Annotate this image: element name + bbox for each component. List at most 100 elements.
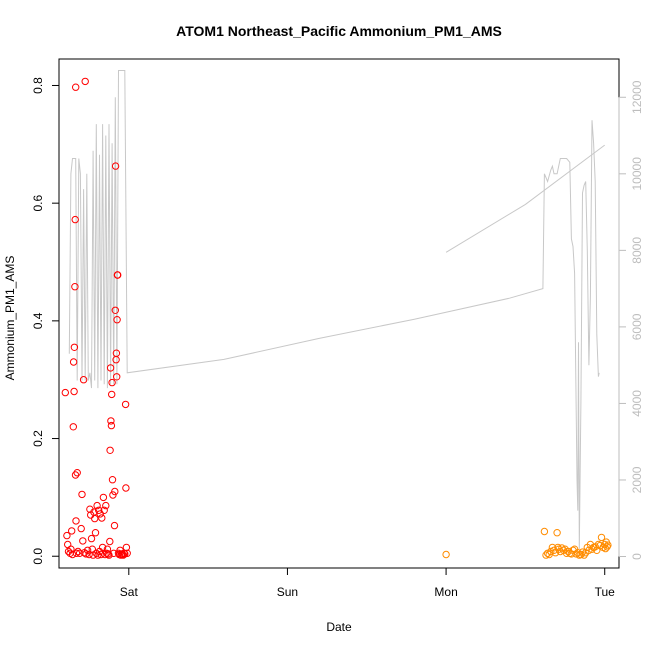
right-axis-tick-label: 8000	[630, 237, 644, 264]
data-point-series-1	[88, 545, 97, 553]
right-axis-tick-label: 2000	[630, 466, 644, 493]
data-point-series-1	[81, 77, 89, 86]
data-point-series-1	[102, 501, 110, 510]
data-point-series-1	[107, 421, 116, 430]
data-point-series-1	[97, 550, 105, 559]
data-point-series-1	[123, 549, 131, 557]
data-point-series-1	[70, 387, 78, 396]
data-point-series-2	[547, 547, 555, 556]
data-point-series-1	[122, 484, 130, 492]
data-point-series-1	[68, 527, 76, 535]
data-point-series-1	[122, 543, 131, 552]
secondary-line-1	[68, 70, 600, 549]
y-axis-label: Ammonium_PM1_AMS	[3, 256, 17, 381]
data-point-series-1	[113, 316, 121, 324]
data-point-series-1	[61, 388, 70, 397]
left-axis-tick-label: 0.0	[31, 548, 45, 565]
data-point-series-1	[68, 550, 77, 559]
data-point-series-1	[110, 521, 119, 530]
data-point-series-1	[95, 506, 103, 514]
data-point-series-1	[113, 373, 121, 381]
x-axis-label: Date	[326, 620, 352, 634]
data-point-series-1	[106, 446, 114, 454]
left-axis-tick-label: 0.2	[31, 430, 45, 447]
data-point-series-1	[78, 490, 86, 499]
data-point-series-1	[71, 283, 79, 291]
data-point-series-1	[71, 215, 79, 224]
data-point-series-1	[91, 529, 100, 537]
data-point-series-1	[111, 487, 119, 496]
secondary-line-group	[68, 70, 605, 549]
data-point-series-1	[83, 546, 92, 554]
data-point-series-1	[99, 493, 108, 502]
data-point-series-1	[109, 491, 117, 499]
data-point-series-1	[72, 517, 80, 525]
data-point-series-1	[110, 549, 118, 557]
data-point-series-1	[112, 349, 121, 357]
data-point-series-1	[79, 537, 87, 545]
plot-area-frame	[58, 58, 620, 569]
right-y-axis: 0 2000 4000 6000 8000 10000 12000	[618, 80, 644, 560]
left-axis-tick-label: 0.8	[31, 77, 45, 94]
data-point-series-1	[94, 551, 102, 559]
data-point-series-1	[70, 343, 79, 351]
data-point-series-1	[69, 358, 78, 366]
data-point-series-1	[85, 550, 93, 559]
data-point-series-1	[111, 162, 120, 170]
data-point-series-1	[121, 400, 130, 409]
data-point-series-1	[108, 476, 117, 484]
data-point-series-2	[562, 549, 571, 557]
data-point-series-1	[108, 378, 116, 387]
data-point-series-1	[106, 364, 115, 372]
data-point-series-1	[69, 423, 78, 431]
data-point-series-1	[71, 471, 80, 479]
data-point-series-1	[77, 524, 85, 533]
x-axis-tick-label: Mon	[434, 585, 457, 599]
data-point-series-1	[107, 417, 115, 425]
data-point-series-1	[106, 537, 114, 546]
secondary-line-2	[445, 144, 605, 253]
x-axis-tick-label: Sat	[120, 585, 139, 599]
data-point-series-1	[64, 540, 72, 549]
right-axis-tick-label: 12000	[630, 80, 644, 114]
data-point-series-1	[100, 506, 108, 514]
data-point-series-1	[73, 469, 81, 477]
data-point-series-1	[111, 306, 120, 314]
data-point-series-1	[67, 545, 75, 553]
left-y-axis: 0.0 0.2 0.4 0.6 0.8	[31, 77, 60, 565]
left-axis-tick-label: 0.6	[31, 195, 45, 212]
data-point-series-1	[98, 543, 107, 552]
data-point-series-2	[553, 529, 561, 537]
data-point-series-1	[93, 501, 101, 510]
data-point-series-1	[104, 550, 112, 558]
right-axis-tick-label: 0	[630, 553, 644, 560]
data-point-series-2	[604, 541, 612, 549]
data-point-series-1	[105, 551, 113, 559]
data-point-series-1	[114, 271, 122, 279]
data-point-series-1	[82, 550, 90, 558]
right-axis-tick-label: 10000	[630, 157, 644, 191]
data-point-series-2	[597, 533, 606, 542]
x-axis: Sat Sun Mon Tue	[120, 567, 616, 599]
right-axis-tick-label: 4000	[630, 390, 644, 417]
x-axis-tick-label: Sun	[277, 585, 298, 599]
data-point-series-1	[108, 390, 116, 399]
data-point-series-1	[98, 514, 106, 522]
data-point-series-2	[442, 550, 450, 559]
data-point-series-1	[91, 514, 99, 523]
data-point-series-1	[72, 549, 81, 557]
data-point-series-2	[540, 527, 549, 536]
data-point-series-1	[63, 531, 71, 540]
data-point-series-1	[72, 83, 80, 91]
data-point-series-2	[558, 544, 566, 552]
right-axis-tick-label: 6000	[630, 313, 644, 340]
data-point-series-2	[542, 551, 550, 559]
data-point-series-1	[87, 534, 96, 543]
data-point-series-1	[74, 547, 82, 556]
left-axis-tick-label: 0.4	[31, 312, 45, 329]
x-axis-tick-label: Tue	[595, 585, 616, 599]
scatter-points	[61, 77, 612, 559]
chart-title: ATOM1 Northeast_Pacific Ammonium_PM1_AMS	[176, 23, 502, 39]
data-point-series-1	[79, 376, 88, 384]
